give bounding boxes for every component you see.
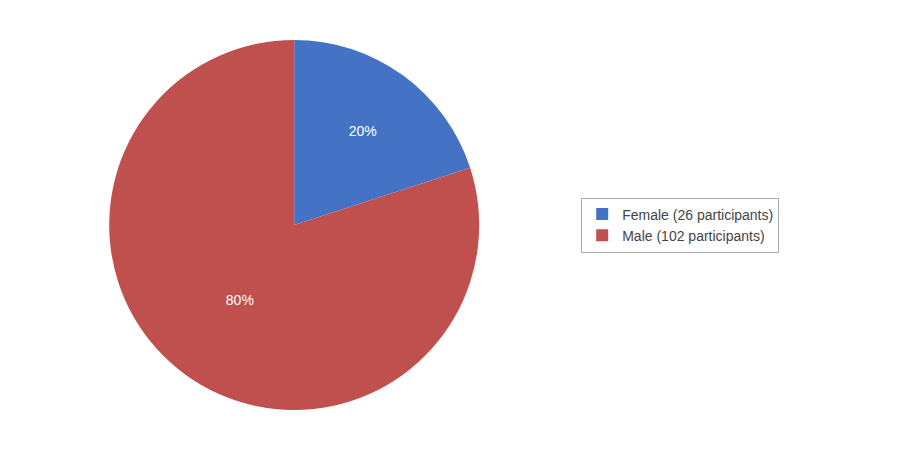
svg-text:Male (102 participants): Male (102 participants) <box>622 228 764 244</box>
svg-text:Female (26 participants): Female (26 participants) <box>622 207 773 223</box>
svg-text:80%: 80% <box>226 292 254 308</box>
svg-text:20%: 20% <box>349 123 377 139</box>
